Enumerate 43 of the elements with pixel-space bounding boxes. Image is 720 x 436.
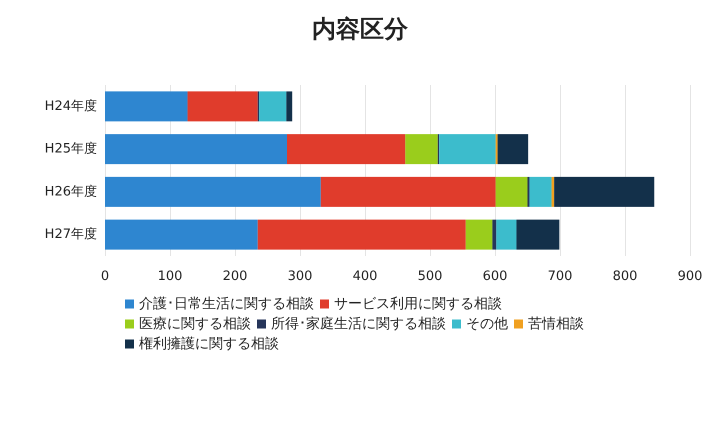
- x-tick-label: 500: [418, 269, 442, 284]
- legend-label: 苦情相談: [528, 316, 584, 332]
- bar: [405, 134, 438, 164]
- bar: [188, 91, 258, 122]
- chart-title: 内容区分: [312, 15, 409, 43]
- legend-label: サービス利用に関する相談: [334, 296, 502, 312]
- x-tick-label: 400: [352, 269, 378, 284]
- bar: [498, 134, 528, 164]
- bar: [496, 220, 516, 250]
- x-tick-label: 700: [548, 269, 572, 284]
- x-tick-label: 200: [222, 269, 248, 284]
- bar: [258, 220, 466, 250]
- x-tick-label: 600: [482, 269, 508, 284]
- x-tick-label: 900: [678, 269, 702, 284]
- bar: [320, 176, 496, 207]
- bar: [105, 176, 321, 207]
- bar: [516, 220, 560, 250]
- bar: [552, 176, 554, 207]
- y-tick-label: H27年度: [44, 226, 97, 242]
- bar: [105, 220, 258, 250]
- bar: [105, 91, 188, 122]
- x-tick-label: 800: [612, 269, 638, 284]
- y-tick-label: H26年度: [44, 183, 97, 200]
- legend-label: 医療に関する相談: [139, 316, 251, 332]
- bar: [496, 176, 528, 207]
- bar: [439, 134, 496, 164]
- x-tick-label: 100: [158, 269, 182, 284]
- legend-label: 介護･日常生活に関する相談: [139, 296, 314, 312]
- bar: [105, 134, 287, 164]
- bar: [529, 176, 552, 207]
- bar: [492, 220, 496, 250]
- bar: [466, 220, 492, 250]
- x-tick-label: 300: [288, 269, 312, 284]
- legend-label: 所得･家庭生活に関する相談: [271, 316, 446, 332]
- y-tick-label: H25年度: [44, 140, 97, 157]
- y-tick-label: H24年度: [44, 98, 97, 114]
- bar: [554, 176, 654, 207]
- legend-label: 権利擁護に関する相談: [139, 336, 279, 352]
- bar: [259, 91, 286, 122]
- bar: [287, 134, 406, 164]
- legend-label: その他: [466, 316, 508, 332]
- bar: [286, 91, 292, 122]
- x-tick-label: 0: [100, 269, 110, 284]
